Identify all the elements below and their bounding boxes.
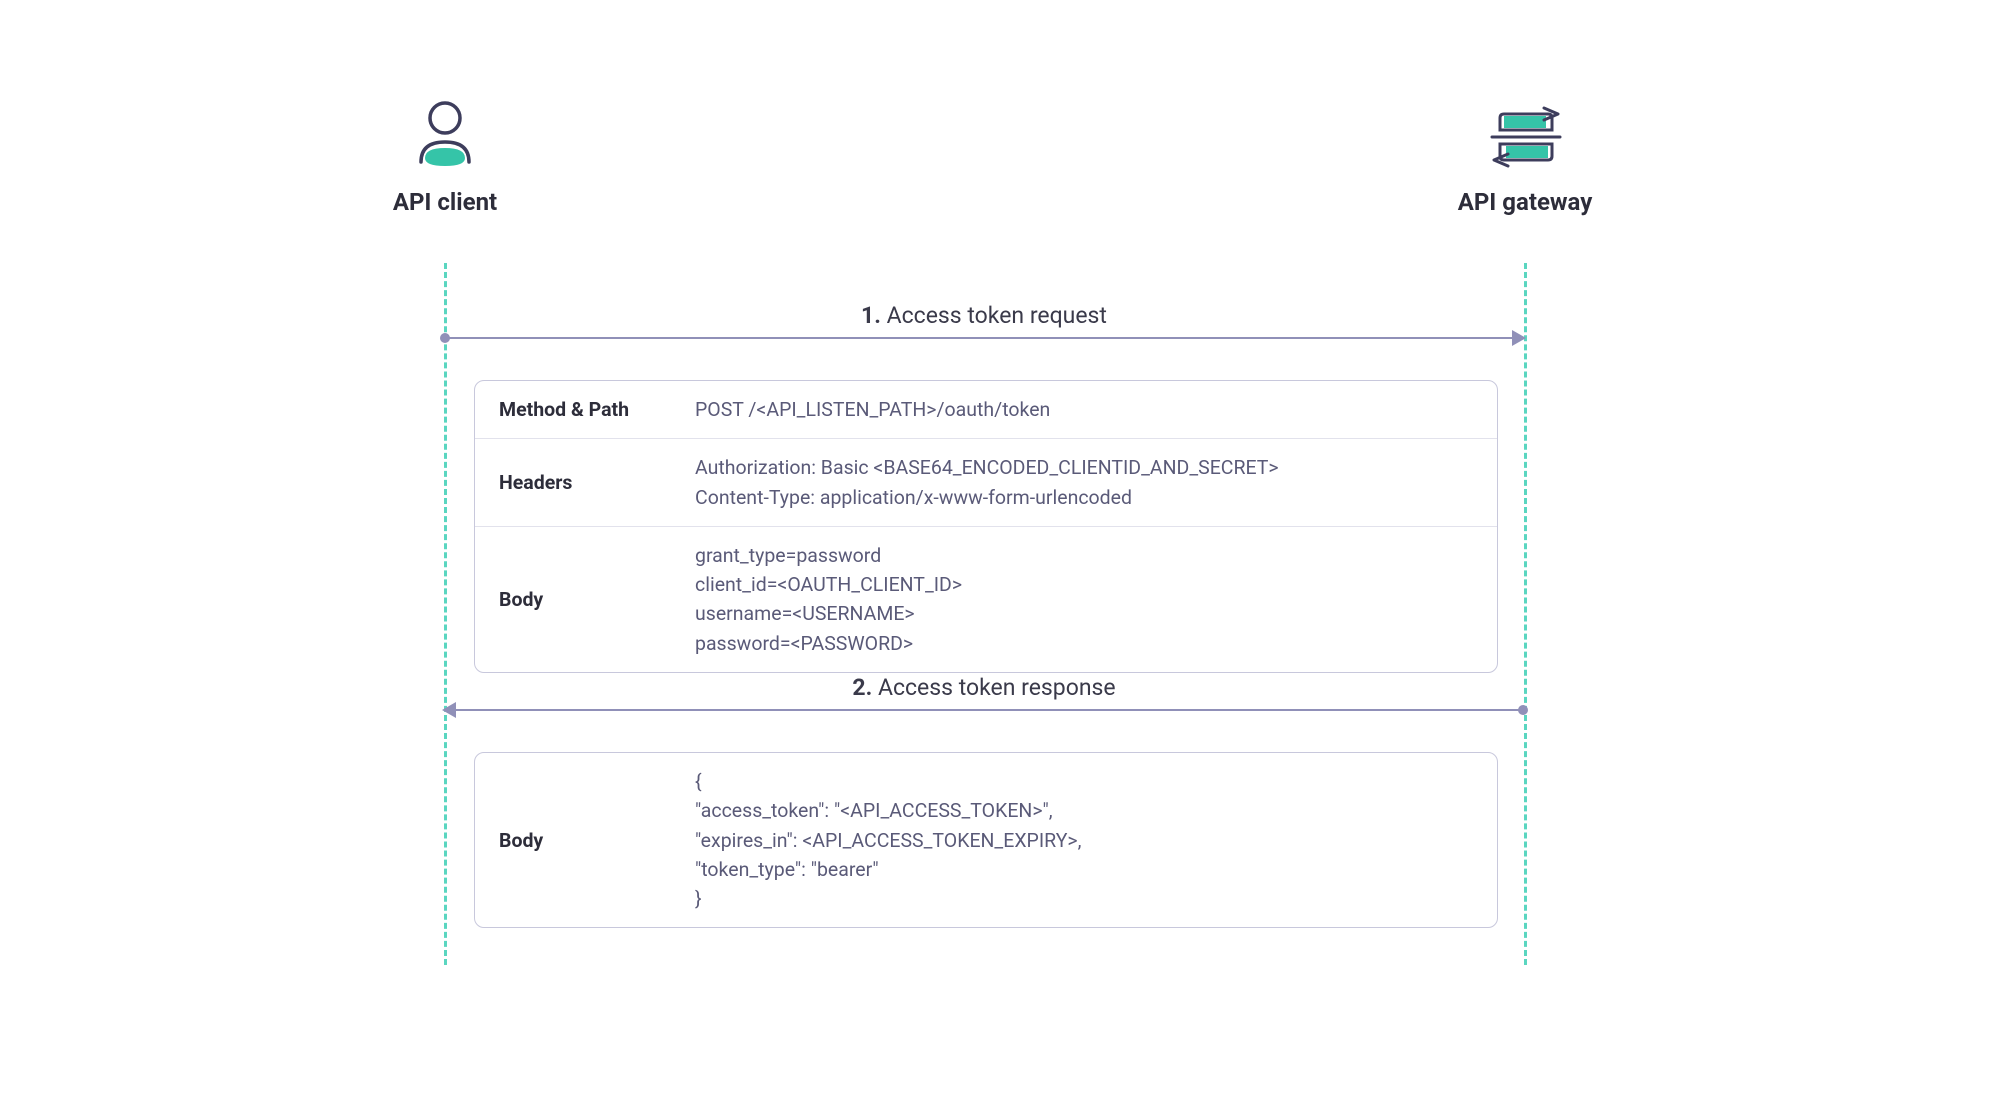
arrow-request-text: Access token request (887, 302, 1107, 329)
table-row: Body grant_type=password client_id=<OAUT… (475, 527, 1497, 672)
row-value-method: POST /<API_LISTEN_PATH>/oauth/token (675, 381, 1497, 438)
sequence-diagram: API client API gateway 1. Access token r… (0, 0, 2000, 1094)
arrow-response: 2. Access token response (444, 674, 1524, 711)
request-box: Method & Path POST /<API_LISTEN_PATH>/oa… (474, 380, 1498, 673)
arrow-line-right (444, 337, 1524, 339)
arrow-response-label: 2. Access token response (852, 674, 1115, 701)
row-label-body-resp: Body (475, 753, 675, 927)
gateway-icon (1486, 100, 1564, 176)
lifeline-gateway (1524, 263, 1527, 965)
row-value-body-resp: { "access_token": "<API_ACCESS_TOKEN>", … (675, 753, 1497, 927)
row-label-method: Method & Path (475, 381, 675, 438)
arrow-request-label: 1. Access token request (861, 302, 1107, 329)
arrow-request-num: 1. (861, 302, 881, 329)
row-value-body-req: grant_type=password client_id=<OAUTH_CLI… (675, 527, 1497, 672)
arrow-response-num: 2. (852, 674, 872, 701)
table-row: Headers Authorization: Basic <BASE64_ENC… (475, 439, 1497, 527)
user-icon (413, 100, 477, 176)
arrow-request: 1. Access token request (444, 302, 1524, 339)
actor-client-label: API client (393, 188, 497, 216)
row-label-body-req: Body (475, 527, 675, 672)
actor-api-client: API client (380, 100, 510, 216)
response-box: Body { "access_token": "<API_ACCESS_TOKE… (474, 752, 1498, 928)
actor-gateway-label: API gateway (1458, 188, 1593, 216)
row-value-headers: Authorization: Basic <BASE64_ENCODED_CLI… (675, 439, 1497, 526)
table-row: Body { "access_token": "<API_ACCESS_TOKE… (475, 753, 1497, 927)
actor-api-gateway: API gateway (1445, 100, 1605, 216)
lifeline-client (444, 263, 447, 965)
row-label-headers: Headers (475, 439, 675, 526)
arrow-response-text: Access token response (878, 674, 1116, 701)
arrow-line-left (444, 709, 1524, 711)
table-row: Method & Path POST /<API_LISTEN_PATH>/oa… (475, 381, 1497, 439)
